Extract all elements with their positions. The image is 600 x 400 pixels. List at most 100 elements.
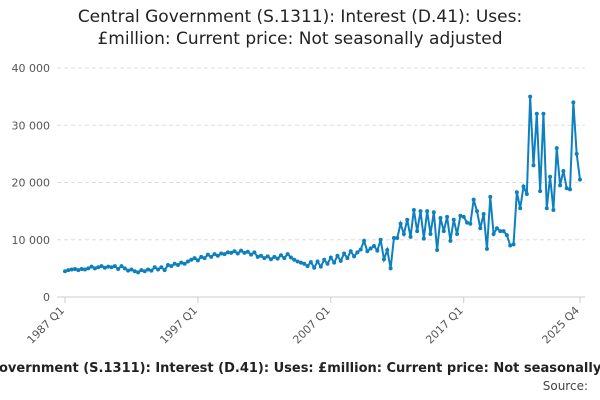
- point: [259, 253, 264, 258]
- point: [119, 264, 124, 269]
- point: [166, 262, 170, 267]
- point: [292, 257, 297, 262]
- point: [109, 265, 114, 270]
- point: [355, 250, 360, 255]
- point: [126, 268, 131, 273]
- point: [375, 248, 380, 253]
- point: [269, 257, 273, 262]
- point: [312, 265, 317, 270]
- point: [568, 187, 573, 192]
- point: [332, 260, 337, 265]
- point: [189, 257, 194, 262]
- point: [365, 249, 370, 254]
- point: [86, 266, 91, 271]
- point: [106, 264, 111, 269]
- point: [278, 253, 283, 258]
- point: [415, 229, 420, 234]
- point: [298, 260, 303, 265]
- point: [232, 249, 237, 254]
- point: [461, 214, 466, 219]
- point: [169, 264, 174, 269]
- point: [239, 248, 244, 253]
- point: [235, 251, 240, 256]
- point: [541, 111, 546, 116]
- point: [325, 261, 330, 266]
- y-tick-label: 0: [43, 291, 50, 304]
- point: [475, 209, 479, 214]
- point: [76, 268, 81, 273]
- point: [352, 254, 357, 259]
- point: [262, 256, 267, 261]
- point: [551, 207, 556, 212]
- point: [405, 217, 410, 222]
- point: [372, 244, 376, 249]
- point: [558, 183, 563, 188]
- point: [79, 266, 84, 271]
- point: [136, 270, 141, 275]
- y-tick-label: 20 000: [12, 177, 51, 190]
- point: [156, 267, 161, 272]
- point: [209, 254, 214, 259]
- point: [112, 264, 117, 269]
- source: Source:: [543, 379, 588, 393]
- point: [212, 252, 217, 257]
- point: [328, 255, 333, 260]
- point: [438, 215, 443, 220]
- point: [272, 254, 277, 259]
- point: [401, 232, 406, 237]
- point: [308, 260, 313, 265]
- point: [345, 256, 350, 261]
- point: [491, 232, 496, 237]
- point: [408, 234, 413, 239]
- point: [538, 189, 543, 194]
- point: [69, 267, 74, 272]
- point: [571, 100, 576, 105]
- point: [445, 214, 450, 219]
- point: [358, 247, 363, 252]
- point: [455, 232, 460, 237]
- point: [249, 252, 254, 257]
- point: [498, 229, 503, 234]
- point: [152, 265, 157, 270]
- point: [302, 261, 307, 266]
- point: [179, 260, 184, 265]
- point: [428, 232, 433, 237]
- point: [501, 229, 506, 234]
- point: [282, 256, 287, 261]
- point: [544, 206, 549, 211]
- point: [481, 211, 486, 216]
- point: [514, 190, 519, 195]
- point: [82, 267, 87, 272]
- point: [175, 262, 180, 267]
- point: [521, 184, 526, 189]
- point: [245, 249, 250, 254]
- point: [468, 221, 473, 226]
- point: [342, 251, 347, 256]
- point: [494, 226, 499, 231]
- x-tick-label: 2025 Q4: [540, 304, 583, 347]
- point: [162, 268, 167, 273]
- point: [388, 266, 393, 271]
- x-tick-label: 2007 Q1: [290, 304, 333, 347]
- point: [66, 268, 71, 273]
- point: [511, 242, 516, 247]
- point: [378, 237, 383, 242]
- point: [102, 265, 107, 270]
- point: [348, 249, 353, 254]
- point: [322, 257, 327, 262]
- point: [564, 186, 569, 191]
- point: [335, 253, 340, 258]
- point: [199, 254, 204, 259]
- point: [265, 254, 270, 259]
- point: [548, 174, 553, 179]
- x-tick-label: 1987 Q1: [25, 304, 68, 347]
- y-tick-label: 10 000: [12, 234, 51, 247]
- point: [195, 258, 200, 263]
- point: [275, 256, 280, 261]
- point: [578, 177, 582, 182]
- point: [159, 265, 164, 270]
- point: [465, 220, 470, 225]
- point: [142, 269, 147, 274]
- point: [116, 266, 121, 271]
- point: [554, 146, 559, 151]
